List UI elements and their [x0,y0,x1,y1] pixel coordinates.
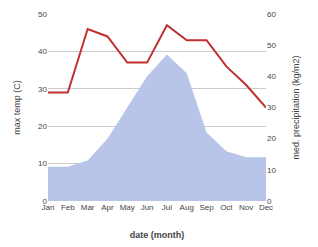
svg-text:50: 50 [267,41,276,50]
svg-text:60: 60 [267,10,276,19]
svg-text:10: 10 [267,166,276,175]
svg-text:Jun: Jun [141,203,154,212]
svg-text:50: 50 [38,10,47,19]
svg-text:Nov: Nov [239,203,253,212]
svg-text:Jan: Jan [42,203,55,212]
svg-text:0: 0 [43,197,48,206]
svg-text:Mar: Mar [81,203,95,212]
svg-text:30: 30 [38,85,47,94]
svg-text:Aug: Aug [180,203,194,212]
svg-text:Feb: Feb [61,203,75,212]
svg-text:30: 30 [267,103,276,112]
svg-text:Jul: Jul [162,203,172,212]
svg-text:10: 10 [38,159,47,168]
svg-text:20: 20 [267,134,276,143]
svg-text:Oct: Oct [220,203,233,212]
svg-text:20: 20 [38,122,47,131]
svg-text:max temp (C): max temp (C) [12,80,22,135]
svg-text:40: 40 [38,47,47,56]
svg-text:date (month): date (month) [130,230,185,240]
svg-text:Sep: Sep [199,203,214,212]
svg-text:Apr: Apr [101,203,114,212]
svg-text:med. precipitation (kg/m2): med. precipitation (kg/m2) [291,55,301,159]
svg-text:40: 40 [267,72,276,81]
svg-text:0: 0 [267,197,272,206]
svg-text:Dec: Dec [259,203,273,212]
svg-text:May: May [120,203,135,212]
